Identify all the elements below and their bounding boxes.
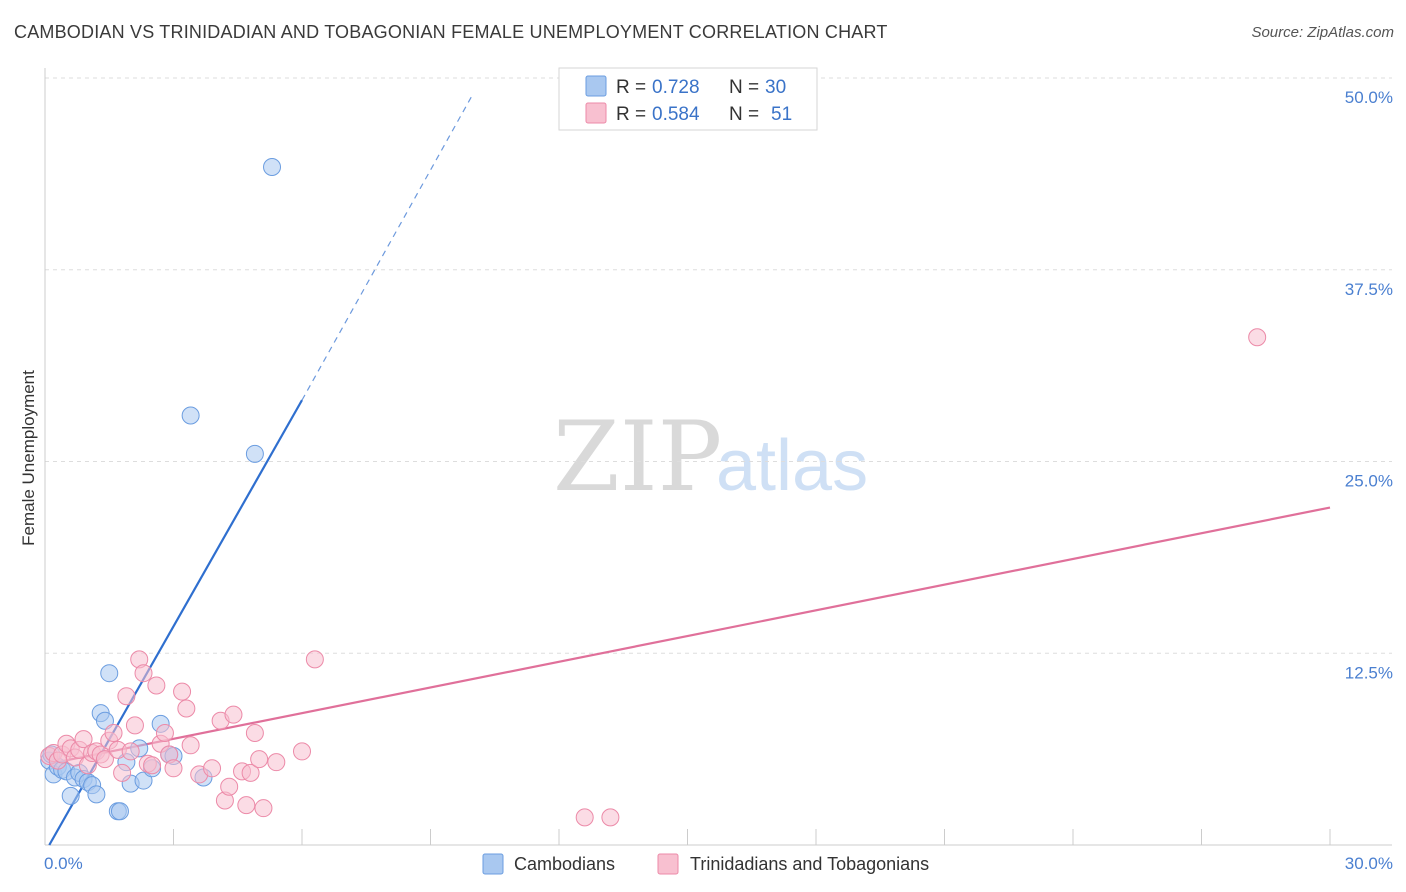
- trend-line-1: [49, 506, 1331, 765]
- legend-r-label-0: R =: [616, 77, 646, 98]
- legend-swatch-cambodians: [585, 75, 607, 97]
- watermark-atlas: atlas: [716, 426, 868, 506]
- point-trinidadians-45: [267, 753, 286, 772]
- point-trinidadians-38: [224, 705, 243, 724]
- point-trinidadians-24: [143, 756, 162, 775]
- point-trinidadians-20: [125, 716, 144, 735]
- tick-labels: 12.5% 25.0% 37.5% 50.0% 0.0% 30.0%: [44, 88, 1393, 873]
- point-trinidadians-49: [601, 808, 620, 827]
- point-trinidadians-48: [575, 808, 594, 827]
- bottom-legend-swatch-cambodians: [482, 853, 504, 875]
- legend-r-label-1: R =: [616, 104, 646, 125]
- watermark-zip: ZIP: [553, 401, 722, 513]
- point-trinidadians-32: [181, 736, 200, 755]
- point-cambodians-5: [61, 786, 80, 805]
- y-tick-label-2: 37.5%: [1345, 280, 1393, 299]
- y-tick-label-0: 12.5%: [1345, 663, 1393, 682]
- point-trinidadians-34: [203, 759, 222, 778]
- point-trinidadians-30: [173, 682, 192, 701]
- chart-title: CAMBODIAN VS TRINIDADIAN AND TOBAGONIAN …: [14, 22, 888, 42]
- legend-n-value-trinidadians: 51: [771, 104, 792, 125]
- point-cambodians-14: [100, 664, 119, 683]
- point-trinidadians-19: [121, 742, 140, 761]
- point-trinidadians-22: [134, 664, 153, 683]
- x-tick-label-1: 30.0%: [1345, 854, 1393, 873]
- point-trinidadians-27: [155, 724, 174, 743]
- x-tick-label-0: 0.0%: [44, 854, 83, 873]
- point-trinidadians-47: [305, 650, 324, 669]
- watermark: ZIP atlas: [553, 401, 868, 513]
- axes: [44, 68, 1392, 846]
- point-cambodians-13: [95, 711, 114, 730]
- bottom-legend-label-cambodians: Cambodians: [514, 854, 615, 874]
- point-trinidadians-18: [117, 687, 136, 706]
- bottom-legend: Cambodians Trinidadians and Tobagonians: [482, 853, 929, 875]
- legend-r-value-trinidadians: 0.584: [652, 104, 700, 125]
- data-points: [40, 157, 1267, 827]
- point-trinidadians-15: [104, 724, 123, 743]
- legend-r-value-cambodians: 0.728: [652, 77, 700, 98]
- legend: R = 0.728 N = 30 R = 0.584 N = 51: [558, 67, 818, 131]
- point-trinidadians-13: [95, 750, 114, 769]
- point-trinidadians-17: [113, 763, 132, 782]
- point-cambodians-25: [181, 406, 200, 425]
- grid: [45, 77, 1392, 654]
- point-trinidadians-8: [74, 730, 93, 749]
- bottom-legend-swatch-trinidadians: [657, 853, 679, 875]
- y-tick-label-3: 50.0%: [1345, 88, 1393, 107]
- trend-line-extension-0: [301, 93, 474, 401]
- point-trinidadians-37: [220, 777, 239, 796]
- y-axis-label: Female Unemployment: [19, 370, 38, 546]
- point-trinidadians-43: [250, 750, 269, 769]
- point-cambodians-28: [263, 157, 282, 176]
- source-label: Source: ZipAtlas.com: [1251, 24, 1394, 41]
- point-trinidadians-31: [177, 699, 196, 718]
- point-cambodians-11: [87, 785, 106, 804]
- point-trinidadians-29: [164, 759, 183, 778]
- point-cambodians-27: [245, 444, 264, 463]
- point-trinidadians-41: [241, 763, 260, 782]
- legend-n-label-1: N =: [729, 104, 759, 125]
- legend-n-value-cambodians: 30: [765, 77, 786, 98]
- point-trinidadians-40: [237, 796, 256, 815]
- legend-n-label-0: N =: [729, 77, 759, 98]
- point-cambodians-16: [110, 802, 129, 821]
- point-cambodians-20: [134, 771, 153, 790]
- y-tick-label-1: 25.0%: [1345, 472, 1393, 491]
- legend-swatch-trinidadians: [585, 102, 607, 124]
- point-trinidadians-46: [293, 742, 311, 761]
- bottom-legend-label-trinidadians: Trinidadians and Tobagonians: [690, 854, 929, 874]
- point-trinidadians-50: [1248, 328, 1267, 347]
- point-trinidadians-25: [147, 676, 166, 695]
- point-trinidadians-44: [254, 799, 273, 818]
- point-trinidadians-42: [245, 724, 264, 743]
